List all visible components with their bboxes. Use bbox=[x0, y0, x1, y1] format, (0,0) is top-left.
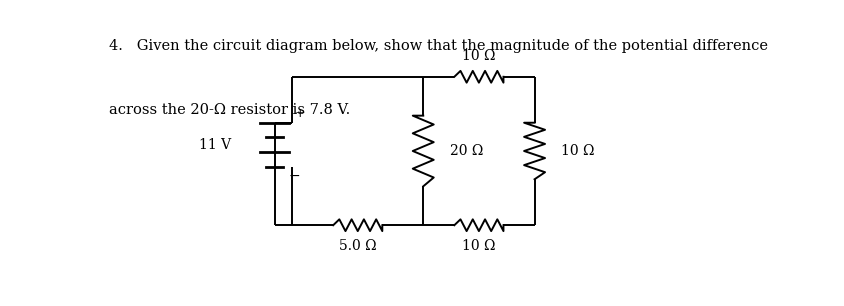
Text: 5.0 Ω: 5.0 Ω bbox=[338, 239, 376, 253]
Text: −: − bbox=[288, 169, 300, 183]
Text: 10 Ω: 10 Ω bbox=[560, 144, 594, 158]
Text: 20 Ω: 20 Ω bbox=[450, 144, 483, 158]
Text: 4.   Given the circuit diagram below, show that the magnitude of the potential d: 4. Given the circuit diagram below, show… bbox=[109, 39, 767, 53]
Text: 10 Ω: 10 Ω bbox=[462, 49, 495, 63]
Text: +: + bbox=[294, 107, 305, 120]
Text: across the 20-Ω resistor is 7.8 V.: across the 20-Ω resistor is 7.8 V. bbox=[109, 103, 349, 117]
Text: 11 V: 11 V bbox=[198, 138, 230, 152]
Text: 10 Ω: 10 Ω bbox=[462, 239, 495, 253]
